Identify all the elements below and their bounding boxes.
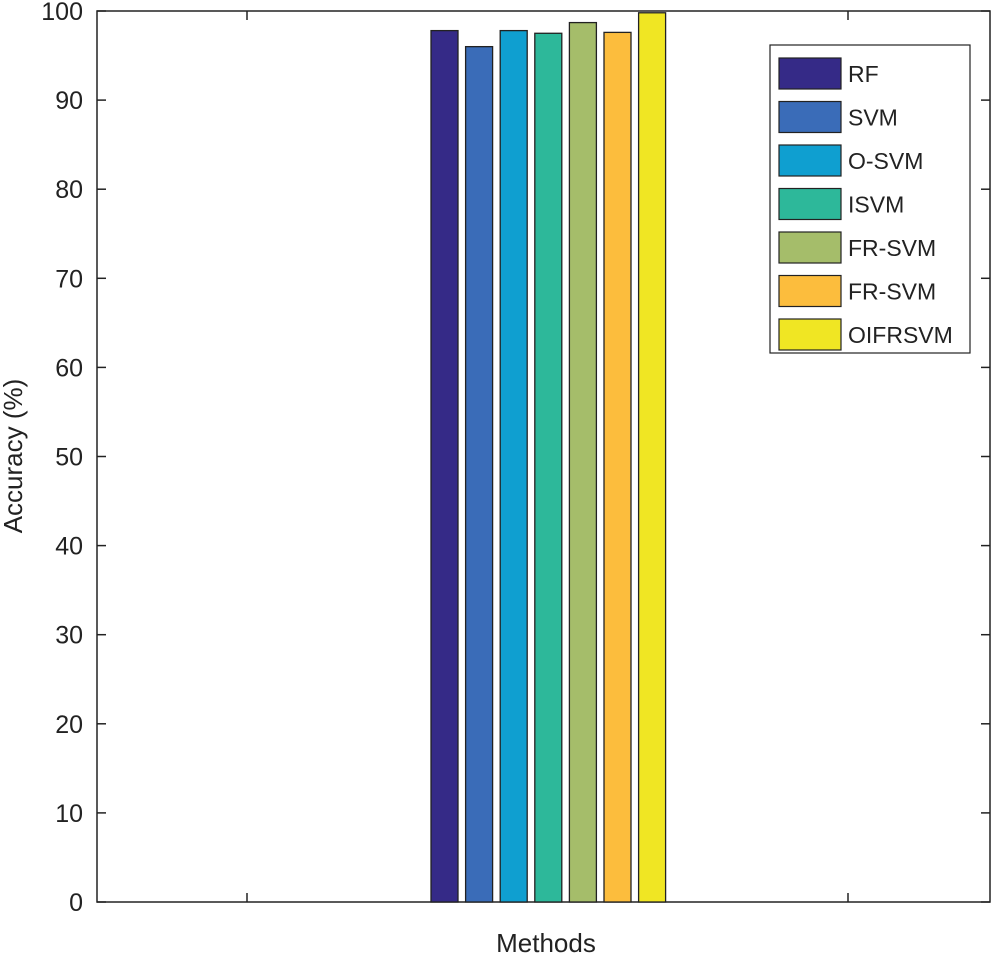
legend-label: FR-SVM [848, 279, 936, 305]
y-tick-label: 60 [55, 354, 83, 382]
legend-label: O-SVM [848, 148, 923, 174]
legend-label: RF [848, 61, 879, 87]
legend-swatch [778, 100, 842, 134]
y-tick-label: 20 [55, 711, 83, 739]
legend: RF SVM O-SVM ISVM FR-SVM FR-SVM OIFRSVM [769, 44, 971, 354]
bar-1 [430, 29, 459, 903]
bar-6 [603, 31, 632, 903]
legend-swatch [778, 274, 842, 308]
bar-2 [464, 45, 494, 903]
bar-series [430, 12, 667, 903]
legend-label: FR-SVM [848, 235, 936, 261]
legend-swatch [778, 187, 842, 221]
y-axis: 0 10 20 30 40 50 60 70 80 90 100 [41, 0, 990, 917]
y-tick-label: 80 [55, 176, 83, 204]
legend-label: OIFRSVM [848, 322, 953, 348]
y-tick-label: 30 [55, 622, 83, 650]
y-tick-label: 50 [55, 444, 83, 472]
y-tick-label: 10 [55, 800, 83, 828]
y-tick-label: 70 [55, 265, 83, 293]
legend-swatch [778, 231, 842, 264]
y-tick-label: 40 [55, 533, 83, 561]
bar-7 [637, 12, 667, 903]
bar-5 [568, 21, 598, 903]
legend-label: SVM [848, 105, 898, 131]
legend-swatch [778, 318, 842, 351]
x-axis-ticks [246, 11, 849, 902]
legend-swatch [778, 144, 842, 177]
y-tick-label: 90 [55, 87, 83, 115]
legend-label: ISVM [848, 192, 904, 218]
y-tick-label: 0 [69, 889, 83, 917]
bar-3 [499, 29, 528, 903]
y-axis-label: Accuracy (%) [0, 379, 28, 534]
x-axis-label: Methods [496, 928, 596, 958]
legend-swatch [778, 57, 842, 90]
y-tick-label: 100 [41, 0, 83, 26]
bar-4 [534, 32, 563, 903]
